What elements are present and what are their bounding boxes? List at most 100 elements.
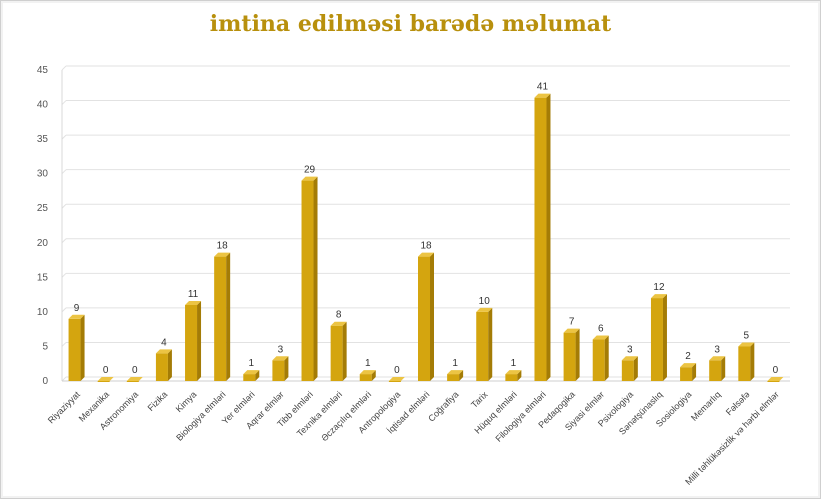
bar-10 <box>359 370 376 381</box>
value-label-21: 2 <box>685 351 691 362</box>
bar-front-9 <box>330 325 343 381</box>
bar-17 <box>563 328 580 381</box>
bar-side-21 <box>692 363 697 381</box>
bar-top-19 <box>621 356 638 361</box>
value-label-9: 8 <box>336 310 342 321</box>
value-label-15: 1 <box>511 358 517 369</box>
grid-line-diag-40 <box>61 100 67 105</box>
bar-side-8 <box>313 176 318 381</box>
bar-13 <box>447 370 464 381</box>
bar-side-3 <box>167 349 172 381</box>
bar-24 <box>767 377 784 382</box>
bar-14 <box>476 307 493 381</box>
bar-front-10 <box>359 374 372 381</box>
bar-top-10 <box>359 370 376 375</box>
bar-front-3 <box>155 353 168 381</box>
bar-front-15 <box>505 374 518 381</box>
bar-2 <box>126 377 143 382</box>
chart-title-line-2: imtina edilməsi barədə məlumat <box>209 11 612 37</box>
category-label-16: Filologiya elmləri <box>493 389 547 443</box>
bar-top-13 <box>447 370 464 375</box>
bar-side-15 <box>517 370 522 381</box>
bar-12 <box>418 252 434 381</box>
value-label-16: 41 <box>537 82 549 93</box>
bar-front-6 <box>243 374 256 381</box>
grid-line-diag-30 <box>61 169 67 175</box>
bar-side-13 <box>459 370 464 381</box>
bar-15 <box>505 370 522 381</box>
bar-side-4 <box>197 300 202 381</box>
value-label-13: 1 <box>452 358 458 369</box>
bar-11 <box>388 377 405 382</box>
bar-front-14 <box>476 311 489 381</box>
grid-line-diag-15 <box>61 272 67 278</box>
y-axis-ticks: 0 5 10 15 20 25 30 35 40 45 <box>37 65 49 387</box>
bar-5 <box>214 252 231 381</box>
category-label-0: Riyaziyyat <box>46 389 82 425</box>
bar-side-22 <box>721 356 726 381</box>
grid-line-diag-5 <box>61 342 67 347</box>
bar-side-14 <box>488 307 493 381</box>
value-label-10: 1 <box>365 358 371 369</box>
category-label-4: Kimya <box>174 389 199 414</box>
bar-top-14 <box>476 307 493 312</box>
bar-top-17 <box>563 328 580 333</box>
category-label-13: Coğrafiya <box>426 389 460 423</box>
value-label-19: 3 <box>627 344 633 355</box>
category-label-22: Memarlıq <box>689 389 723 423</box>
bar-side-23 <box>750 342 755 381</box>
bar-top-15 <box>505 370 522 375</box>
bar-top-6 <box>243 370 260 375</box>
bar-4 <box>185 300 202 381</box>
value-label-22: 3 <box>714 344 720 355</box>
y-tick-label-40: 40 <box>37 100 49 111</box>
bar-21 <box>680 363 697 381</box>
category-label-14: Tarix <box>469 389 490 410</box>
bar-0 <box>68 314 85 381</box>
bar-top-7 <box>272 356 289 361</box>
bar-front-22 <box>709 360 722 381</box>
value-label-17: 7 <box>569 317 575 328</box>
bar-front-24 <box>767 381 780 382</box>
bar-front-21 <box>680 367 693 381</box>
bar-front-13 <box>447 374 460 381</box>
value-label-2: 0 <box>132 365 138 376</box>
bar-top-11 <box>388 377 405 381</box>
bar-6 <box>243 370 260 381</box>
category-label-3: Fizika <box>146 389 170 413</box>
grid-line-diag-35 <box>61 134 67 140</box>
bar-side-5 <box>226 252 231 381</box>
bar-top-2 <box>126 377 143 381</box>
bar-top-8 <box>301 176 318 181</box>
value-label-5: 18 <box>217 241 229 252</box>
bar-23 <box>738 342 755 381</box>
bar-top-24 <box>767 377 784 381</box>
bar-top-20 <box>650 294 667 299</box>
bar-18 <box>592 335 609 381</box>
grid-line-diag-45 <box>61 65 67 71</box>
bar-front-2 <box>126 381 139 382</box>
bar-front-0 <box>68 318 81 381</box>
bar-9 <box>330 321 347 381</box>
bar-front-4 <box>185 304 198 381</box>
bar-top-0 <box>68 314 85 319</box>
bar-front-17 <box>563 332 576 381</box>
bar-top-12 <box>418 252 434 257</box>
grid-line-diag-25 <box>61 203 67 209</box>
bar-front-19 <box>621 360 634 381</box>
bar-front-23 <box>738 346 751 381</box>
y-tick-label-10: 10 <box>37 307 49 318</box>
y-tick-label-45: 45 <box>37 65 49 76</box>
bar-20 <box>650 294 667 381</box>
bar-top-16 <box>534 93 551 98</box>
bar-top-3 <box>155 349 172 354</box>
bar-top-4 <box>185 300 202 305</box>
grid-line-diag-0 <box>61 376 67 382</box>
value-label-11: 0 <box>394 365 400 376</box>
bar-8 <box>301 176 318 381</box>
bar-side-18 <box>604 335 609 381</box>
